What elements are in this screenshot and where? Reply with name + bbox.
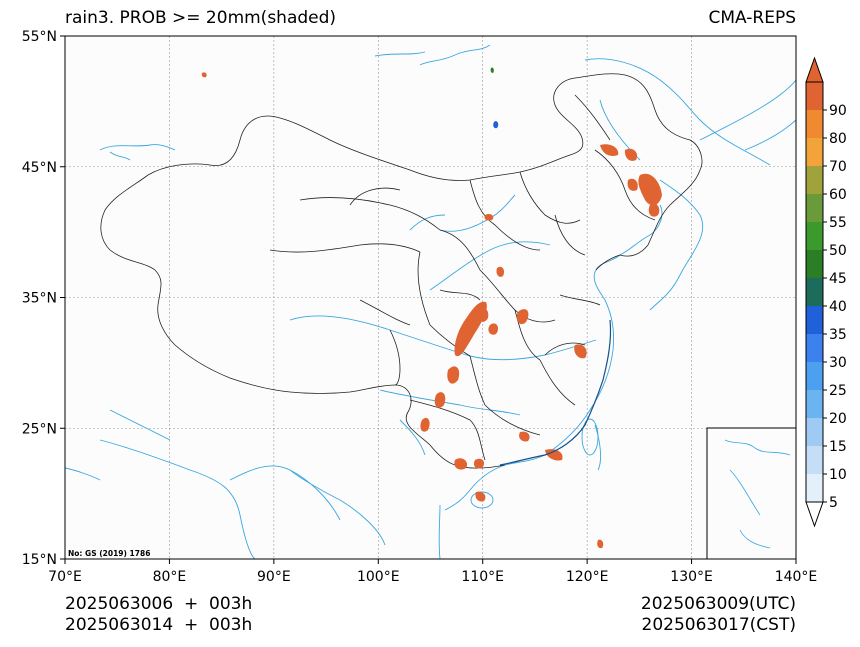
colorbar-tick-label: 55 — [829, 215, 847, 231]
colorbar-tick-label: 35 — [829, 327, 847, 343]
x-tick-label: 90°E — [257, 569, 291, 585]
valid-cst: 2025063017(CST) — [641, 615, 796, 635]
colorbar-tick-label: 70 — [829, 159, 847, 175]
colorbar-tick-label: 80 — [829, 131, 847, 147]
colorbar-segment — [806, 446, 823, 474]
gridlines — [65, 36, 796, 559]
colorbar-tick-label: 90 — [829, 103, 847, 119]
footer-init: 2025063006 + 003h 2025063014 + 003h — [65, 594, 252, 636]
y-tick-label: 25°N — [22, 421, 57, 437]
colorbar-segment — [806, 334, 823, 362]
colorbar-tick-label: 45 — [829, 271, 847, 287]
colorbar-segment — [806, 138, 823, 166]
colorbar-segment — [806, 474, 823, 502]
model-name: CMA-REPS — [708, 8, 796, 28]
x-axis: 70°E 80°E 90°E 100°E 110°E 120°E 130°E 140°E — [48, 559, 817, 585]
y-tick-label: 55°N — [22, 29, 57, 45]
footer-valid: 2025063009(UTC) 2025063017(CST) — [641, 594, 796, 636]
x-tick-label: 100°E — [357, 569, 400, 585]
x-tick-label: 130°E — [670, 569, 713, 585]
x-tick-label: 70°E — [48, 569, 82, 585]
y-tick-label: 35°N — [22, 291, 57, 307]
probability-shading — [201, 72, 662, 549]
colorbar-segment — [806, 390, 823, 418]
colorbar-tick-label: 30 — [829, 355, 847, 371]
borders — [100, 73, 703, 469]
init-cst: 2025063014 + 003h — [65, 615, 253, 635]
colorbar-tick-label: 25 — [829, 383, 847, 399]
colorbar: 5 10 15 20 25 30 35 40 45 50 55 60 70 80 90 — [805, 56, 847, 528]
colorbar-segment — [806, 194, 823, 222]
x-tick-label: 80°E — [153, 569, 187, 585]
colorbar-tick-label: 15 — [829, 439, 847, 455]
x-tick-label: 140°E — [775, 569, 818, 585]
colorbar-extend-min — [805, 501, 824, 528]
colorbar-segment — [806, 222, 823, 250]
valid-utc: 2025063009(UTC) — [640, 594, 796, 614]
map-title: rain3. PROB >= 20mm(shaded) — [65, 8, 337, 28]
x-tick-label: 120°E — [566, 569, 609, 585]
y-tick-label: 45°N — [22, 160, 57, 176]
colorbar-frame — [805, 81, 824, 503]
colorbar-segment — [806, 418, 823, 446]
map-credit: No: GS (2019) 1786 — [68, 549, 150, 558]
colorbar-segment — [806, 362, 823, 390]
colorbar-segment — [806, 82, 823, 110]
colorbar-tick-label: 10 — [829, 467, 847, 483]
colorbar-segment — [806, 166, 823, 194]
colorbar-segment — [806, 306, 823, 334]
colorbar-tick-label: 5 — [829, 495, 838, 511]
colorbar-tick-label: 40 — [829, 299, 847, 315]
colorbar-segment — [806, 278, 823, 306]
x-tick-label: 110°E — [461, 569, 504, 585]
colorbar-extend-max — [805, 56, 824, 83]
colorbar-tick-label: 20 — [829, 411, 847, 427]
y-axis: 15°N 25°N 35°N 45°N 55°N — [22, 29, 65, 568]
colorbar-segment — [806, 110, 823, 138]
y-tick-label: 15°N — [22, 552, 57, 568]
init-utc: 2025063006 + 003h — [65, 594, 253, 614]
colorbar-tick-label: 60 — [829, 187, 847, 203]
colorbar-segment — [806, 250, 823, 278]
south-china-sea-inset — [706, 427, 796, 559]
colorbar-tick-label: 50 — [829, 243, 847, 259]
